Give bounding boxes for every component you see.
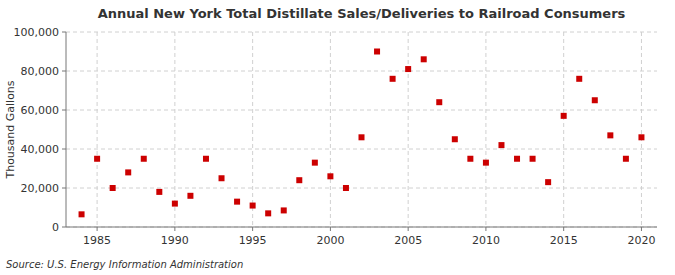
point <box>172 201 178 207</box>
point <box>110 185 116 191</box>
point <box>312 160 318 166</box>
point <box>498 142 504 148</box>
point <box>187 193 193 199</box>
chart-container: Annual New York Total Distillate Sales/D… <box>0 0 675 275</box>
axes: 0 20,000 40,000 60,000 80,000 100,000 1985 1990… <box>14 26 658 247</box>
y-grid-line <box>66 71 657 72</box>
x-tick <box>330 227 331 231</box>
point <box>94 156 100 162</box>
point <box>327 173 333 179</box>
x-tick-label: 2020 <box>627 234 655 247</box>
y-tick-label: 60,000 <box>21 104 60 117</box>
y-tick-label: 40,000 <box>21 143 60 156</box>
grid <box>66 32 657 227</box>
point <box>530 156 536 162</box>
y-tick <box>62 71 66 72</box>
y-tick-label: 0 <box>52 221 59 234</box>
y-grid-line <box>66 188 657 189</box>
y-tick <box>62 32 66 33</box>
x-tick-label: 2000 <box>316 234 344 247</box>
x-tick-label: 1995 <box>239 234 267 247</box>
point <box>576 76 582 82</box>
point <box>296 177 302 183</box>
point <box>141 156 147 162</box>
point <box>250 203 256 209</box>
point <box>79 211 85 217</box>
x-grid-line <box>97 32 98 227</box>
x-grid-line <box>563 32 564 227</box>
point <box>592 97 598 103</box>
y-axis-line <box>66 32 67 227</box>
x-grid-line <box>641 32 642 227</box>
y-grid-line <box>66 149 657 150</box>
y-grid-line <box>66 32 657 33</box>
x-grid-line <box>408 32 409 227</box>
x-tick <box>97 227 98 231</box>
page: {"chart_data": { "type": "scatter", "tit… <box>0 0 675 275</box>
x-tick-label: 2015 <box>550 234 578 247</box>
point <box>359 134 365 140</box>
point <box>561 113 567 119</box>
y-tick <box>62 188 66 189</box>
point <box>281 207 287 213</box>
x-grid-line <box>252 32 253 227</box>
title: Annual New York Total Distillate Sales/D… <box>98 6 626 21</box>
point <box>156 189 162 195</box>
y-grid-line <box>66 227 657 228</box>
x-grid-line <box>174 32 175 227</box>
point <box>607 132 613 138</box>
y-tick-label: 80,000 <box>21 65 60 78</box>
x-tick <box>408 227 409 231</box>
y-grid-line <box>66 110 657 111</box>
y-tick <box>62 110 66 111</box>
chart-svg: Annual New York Total Distillate Sales/D… <box>0 0 675 275</box>
point <box>390 76 396 82</box>
point <box>421 56 427 62</box>
x-tick-label: 1990 <box>161 234 189 247</box>
point <box>545 179 551 185</box>
x-axis-line <box>66 227 657 228</box>
x-tick <box>174 227 175 231</box>
point <box>125 169 131 175</box>
x-tick <box>641 227 642 231</box>
point <box>219 175 225 181</box>
point <box>343 185 349 191</box>
y-tick-label: 20,000 <box>21 182 60 195</box>
x-tick-label: 2010 <box>472 234 500 247</box>
point <box>483 160 489 166</box>
point <box>405 66 411 72</box>
point <box>638 134 644 140</box>
point <box>203 156 209 162</box>
point <box>623 156 629 162</box>
point <box>467 156 473 162</box>
points <box>79 49 645 218</box>
x-grid-line <box>330 32 331 227</box>
y-tick <box>62 227 66 228</box>
y-tick-label: 100,000 <box>14 26 60 39</box>
x-tick-label: 1985 <box>83 234 111 247</box>
point <box>265 210 271 216</box>
source-note: Source: U.S. Energy Information Administ… <box>6 259 243 270</box>
x-tick-label: 2005 <box>394 234 422 247</box>
y-tick <box>62 149 66 150</box>
x-grid-line <box>485 32 486 227</box>
x-tick <box>563 227 564 231</box>
x-tick <box>252 227 253 231</box>
x-tick <box>485 227 486 231</box>
point <box>436 99 442 105</box>
point <box>514 156 520 162</box>
point <box>452 136 458 142</box>
point <box>234 199 240 205</box>
y-axis-label: Thousand Gallons <box>4 80 17 179</box>
point <box>374 49 380 55</box>
